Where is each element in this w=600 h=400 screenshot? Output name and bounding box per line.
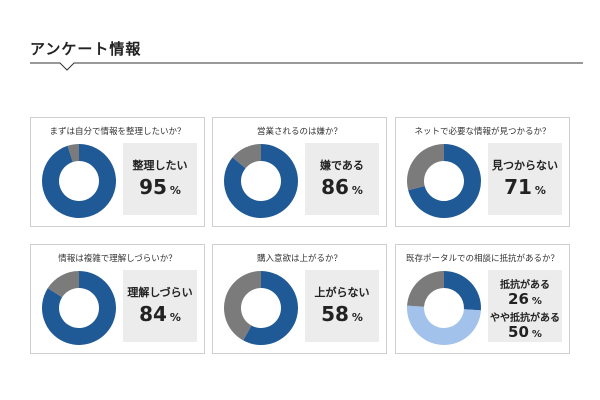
result-label-secondary: やや抵抗がある xyxy=(490,313,560,324)
donut-chart xyxy=(42,271,116,345)
result-label: 上がらない xyxy=(314,286,370,299)
result-label: 抵抗がある xyxy=(500,280,550,291)
result-value: 58% xyxy=(305,302,379,326)
result-percent: 71 xyxy=(504,175,532,199)
percent-unit: % xyxy=(351,184,363,197)
survey-card: 購入意欲は上がるか？ 上がらない 58% xyxy=(212,244,387,354)
result-percent-secondary: 50 xyxy=(508,323,529,341)
result-percent: 95 xyxy=(139,175,167,199)
donut-slice xyxy=(42,271,116,345)
donut-slice-remainder xyxy=(67,144,79,162)
donut-slice xyxy=(224,144,298,218)
header-underline-line xyxy=(30,62,583,71)
donut-chart xyxy=(42,144,116,218)
result-box: 嫌である 86% xyxy=(305,143,379,215)
result-box: 理解しづらい 84% xyxy=(123,270,197,342)
result-box: 整理したい 95% xyxy=(123,143,197,215)
survey-question: 既存ポータルでの相談に抵抗があるか？ xyxy=(405,254,559,264)
percent-unit: % xyxy=(534,184,546,197)
result-box: 上がらない 58% xyxy=(305,270,379,342)
result-label: 理解しづらい xyxy=(127,286,193,299)
result-value: 26% xyxy=(488,289,562,308)
donut-chart xyxy=(407,144,481,218)
donut-chart xyxy=(224,144,298,218)
result-label: 整理したい xyxy=(132,159,188,172)
result-label: 嫌である xyxy=(320,159,364,172)
percent-unit: % xyxy=(531,329,542,340)
survey-question: 購入意欲は上がるか？ xyxy=(256,254,342,264)
result-value: 84% xyxy=(123,302,197,326)
donut-slice xyxy=(407,305,481,345)
percent-unit: % xyxy=(169,311,181,324)
survey-question: まずは自分で情報を整理したいか？ xyxy=(49,127,186,137)
donut-slice xyxy=(243,271,298,345)
result-value: 86% xyxy=(305,175,379,199)
result-percent: 58 xyxy=(321,302,349,326)
survey-question: 営業されるのは嫌か？ xyxy=(256,127,342,137)
donut-slice xyxy=(444,271,481,311)
result-value: 95% xyxy=(123,175,197,199)
percent-unit: % xyxy=(531,296,542,307)
section-title: アンケート情報 xyxy=(30,40,142,58)
header-underline xyxy=(30,62,583,71)
donut-chart xyxy=(223,271,298,345)
survey-card: ネットで必要な情報が見つかるか？ 見つからない 71% xyxy=(395,117,570,227)
result-label: 見つからない xyxy=(492,159,558,172)
donut-slice-remainder xyxy=(232,144,261,169)
section-header: アンケート情報 xyxy=(0,0,600,80)
result-box: 見つからない 71% xyxy=(488,143,562,215)
result-value-secondary: 50% xyxy=(488,322,562,341)
donut-slice xyxy=(42,144,116,218)
result-box: 抵抗がある 26% やや抵抗がある 50% xyxy=(488,270,562,342)
result-percent: 84 xyxy=(139,302,167,326)
donut-slice-remainder xyxy=(223,271,261,341)
percent-unit: % xyxy=(351,311,363,324)
survey-card: 情報は複雑で理解しづらいか？ 理解しづらい 84% xyxy=(30,244,205,354)
donut-slice xyxy=(408,144,481,218)
survey-card: まずは自分で情報を整理したいか？ 整理したい 95% xyxy=(30,117,205,227)
survey-question: ネットで必要な情報が見つかるか？ xyxy=(414,127,551,137)
percent-unit: % xyxy=(169,184,181,197)
donut-slice xyxy=(407,271,444,307)
survey-question: 情報は複雑で理解しづらいか？ xyxy=(58,254,177,264)
survey-card: 営業されるのは嫌か？ 嫌である 86% xyxy=(212,117,387,227)
result-percent: 26 xyxy=(508,290,529,308)
survey-card: 既存ポータルでの相談に抵抗があるか？ 抵抗がある 26% やや抵抗がある 50% xyxy=(395,244,570,354)
donut-slice-remainder xyxy=(407,144,444,191)
result-percent: 86 xyxy=(321,175,349,199)
donut-chart xyxy=(407,271,481,345)
result-value: 71% xyxy=(488,175,562,199)
donut-slice-remainder xyxy=(47,271,79,298)
